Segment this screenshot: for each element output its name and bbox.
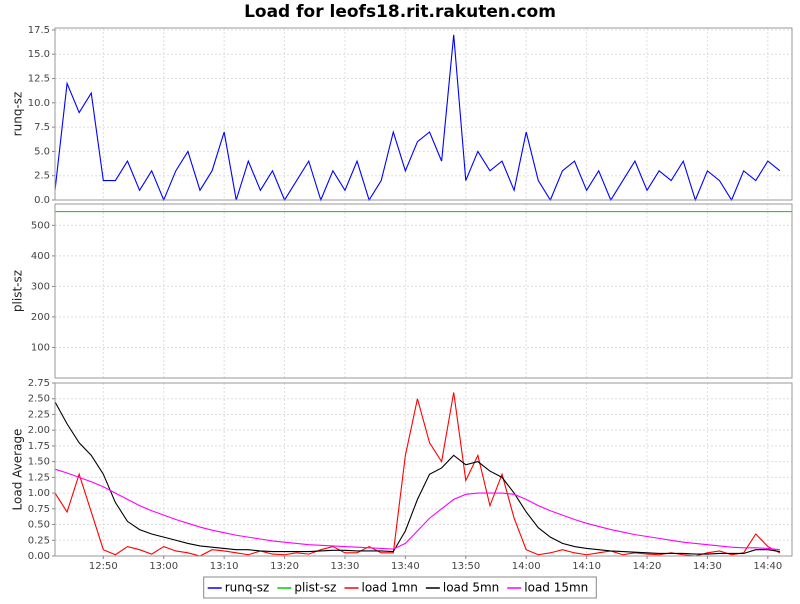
series-line [54,468,780,551]
y-tick-label: 2.25 [28,409,50,420]
y-tick-label: 2.50 [28,394,50,405]
y-tick-label: 1.75 [28,441,50,452]
plot-area [54,203,793,379]
plot-area [54,27,793,201]
x-tick-label: 14:30 [693,561,722,572]
x-tick-label: 14:00 [512,561,541,572]
y-tick-label: 10.0 [28,98,50,109]
y-axis-label: Load Average [11,429,25,511]
y-tick-label: 0.50 [28,520,50,531]
series-line [54,401,781,555]
y-tick-label: 15.0 [28,49,50,60]
y-tick-label: 1.00 [28,488,50,499]
y-tick-label: 1.25 [28,472,50,483]
y-tick-label: 300 [31,281,50,292]
y-axis-label: plist-sz [11,270,25,312]
y-tick-label: 12.5 [28,74,50,85]
legend: runq-sz plist-sz load 1mn load 5mn load 15mn [203,576,597,599]
y-tick-label: 2.00 [28,425,50,436]
plot-border [54,27,793,201]
y-tick-label: 100 [31,342,50,353]
x-tick-label: 13:10 [210,561,239,572]
y-tick-label: 0.0 [34,195,50,206]
y-tick-label: 400 [31,251,50,262]
y-tick-label: 17.5 [28,25,50,36]
legend-label: plist-sz [294,581,336,595]
x-tick-label: 13:50 [451,561,480,572]
y-tick-label: 500 [31,220,50,231]
y-tick-label: 5.0 [34,146,50,157]
legend-label: load 1mn [361,581,417,595]
x-tick-label: 14:10 [572,561,601,572]
plot-border [54,203,793,379]
series-line [54,392,781,557]
x-tick-label: 13:20 [270,561,299,572]
y-tick-label: 2.5 [34,171,50,182]
y-tick-label: 0.00 [28,551,50,562]
legend-label: load 15mn [524,581,588,595]
series-line [54,34,781,202]
legend-label: runq-sz [225,581,270,595]
y-tick-label: 0.75 [28,504,50,515]
x-tick-label: 14:20 [633,561,662,572]
plot-border [54,382,793,557]
y-tick-label: 2.75 [28,378,50,389]
x-tick-label: 13:30 [331,561,360,572]
y-tick-label: 200 [31,312,50,323]
plot-area [54,382,793,557]
x-tick-label: 14:40 [753,561,782,572]
y-tick-label: 1.50 [28,457,50,468]
y-axis-label: runq-sz [11,92,25,137]
x-tick-label: 13:00 [149,561,178,572]
y-tick-label: 0.25 [28,535,50,546]
x-tick-label: 13:40 [391,561,420,572]
legend-box [203,576,597,599]
legend-label: load 5mn [443,581,499,595]
x-tick-label: 12:50 [89,561,118,572]
y-tick-label: 7.5 [34,122,50,133]
chart-title: Load for leofs18.rit.rakuten.com [244,2,556,22]
